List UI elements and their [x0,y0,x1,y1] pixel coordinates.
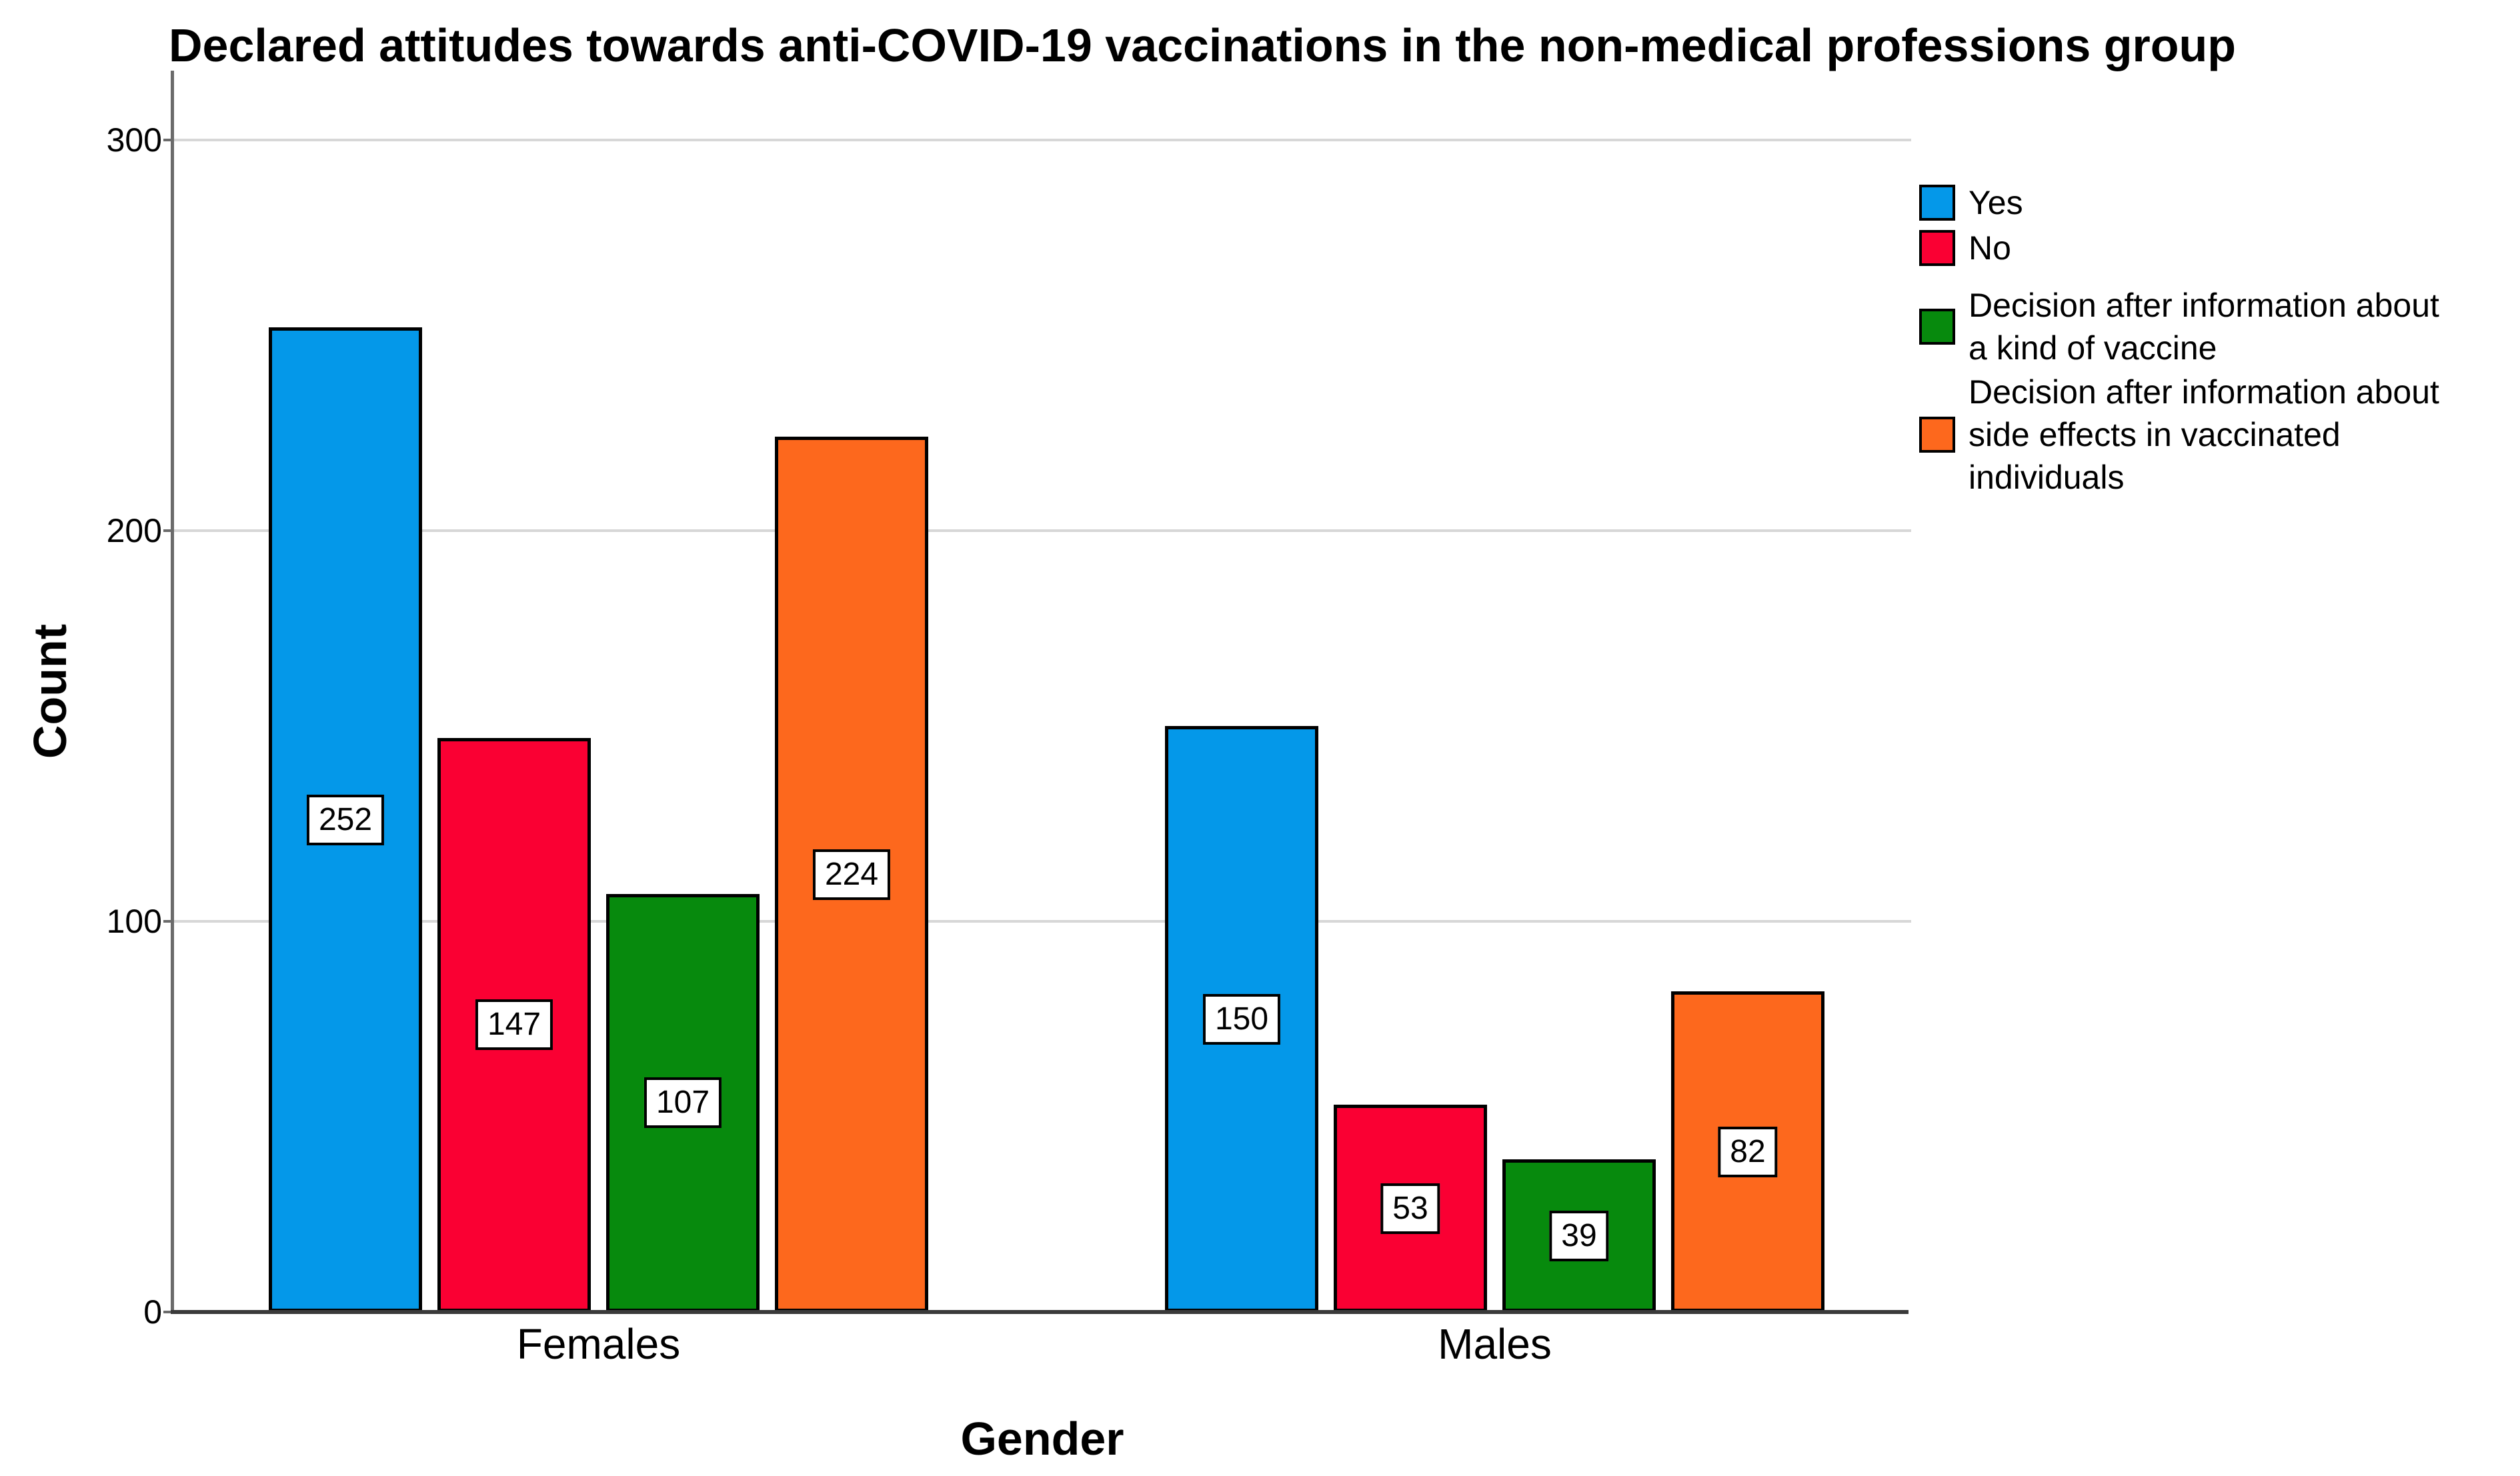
bar-value-label-females-no: 147 [475,999,553,1051]
legend-swatch-icon [1919,417,1955,453]
y-tick-label-100: 100 [106,903,162,940]
legend-item-decision-after-information-about-2: Decision after information about a kind o… [1919,284,2439,369]
gridline-100 [174,920,1911,923]
y-tick-label-200: 200 [106,512,162,549]
legend-swatch-icon [1919,309,1955,345]
x-axis-title: Gender [960,1413,1124,1465]
legend-label: Decision after information about a kind o… [1969,287,2439,367]
y-tick-label-0: 0 [143,1293,162,1331]
bar-value-label-males-yes: 150 [1202,993,1281,1045]
legend-item-decision-after-information-about-3: Decision after information about side eff… [1919,371,2439,499]
bar-value-label-females-decision-after-information-about: 107 [644,1077,722,1129]
x-tick-label-males: Males [1438,1320,1552,1368]
bar-value-label-females-decision-after-information-about: 224 [812,849,891,900]
legend-label: Decision after information about side eff… [1969,373,2439,496]
gridline-200 [174,529,1911,532]
y-axis-tick-0 [163,1311,174,1313]
legend-item-yes: Yes [1919,181,2023,224]
y-axis-title: Count [24,623,76,759]
bar-value-label-males-decision-after-information-about: 39 [1549,1210,1609,1261]
y-axis-line [171,71,174,1314]
bar-value-label-males-decision-after-information-about: 82 [1718,1126,1778,1177]
bar-value-label-females-yes: 252 [306,794,385,845]
legend-label: No [1969,229,2011,267]
legend-swatch-icon [1919,230,1955,266]
gridline-300 [174,139,1911,141]
legend-label: Yes [1969,184,2023,221]
y-axis-tick-200 [163,529,174,532]
x-tick-label-females: Females [516,1320,681,1368]
bar-value-label-males-no: 53 [1380,1183,1440,1234]
legend-swatch-icon [1919,185,1955,221]
legend-item-no: No [1919,227,2011,269]
chart-title: Declared attitudes towards anti-COVID-19… [169,19,2237,71]
y-tick-label-300: 300 [106,121,162,159]
y-axis-tick-100 [163,920,174,923]
bar-males-decision-after-information-about [1502,1159,1656,1312]
x-axis-line [171,1310,1909,1314]
y-axis-tick-300 [163,139,174,141]
